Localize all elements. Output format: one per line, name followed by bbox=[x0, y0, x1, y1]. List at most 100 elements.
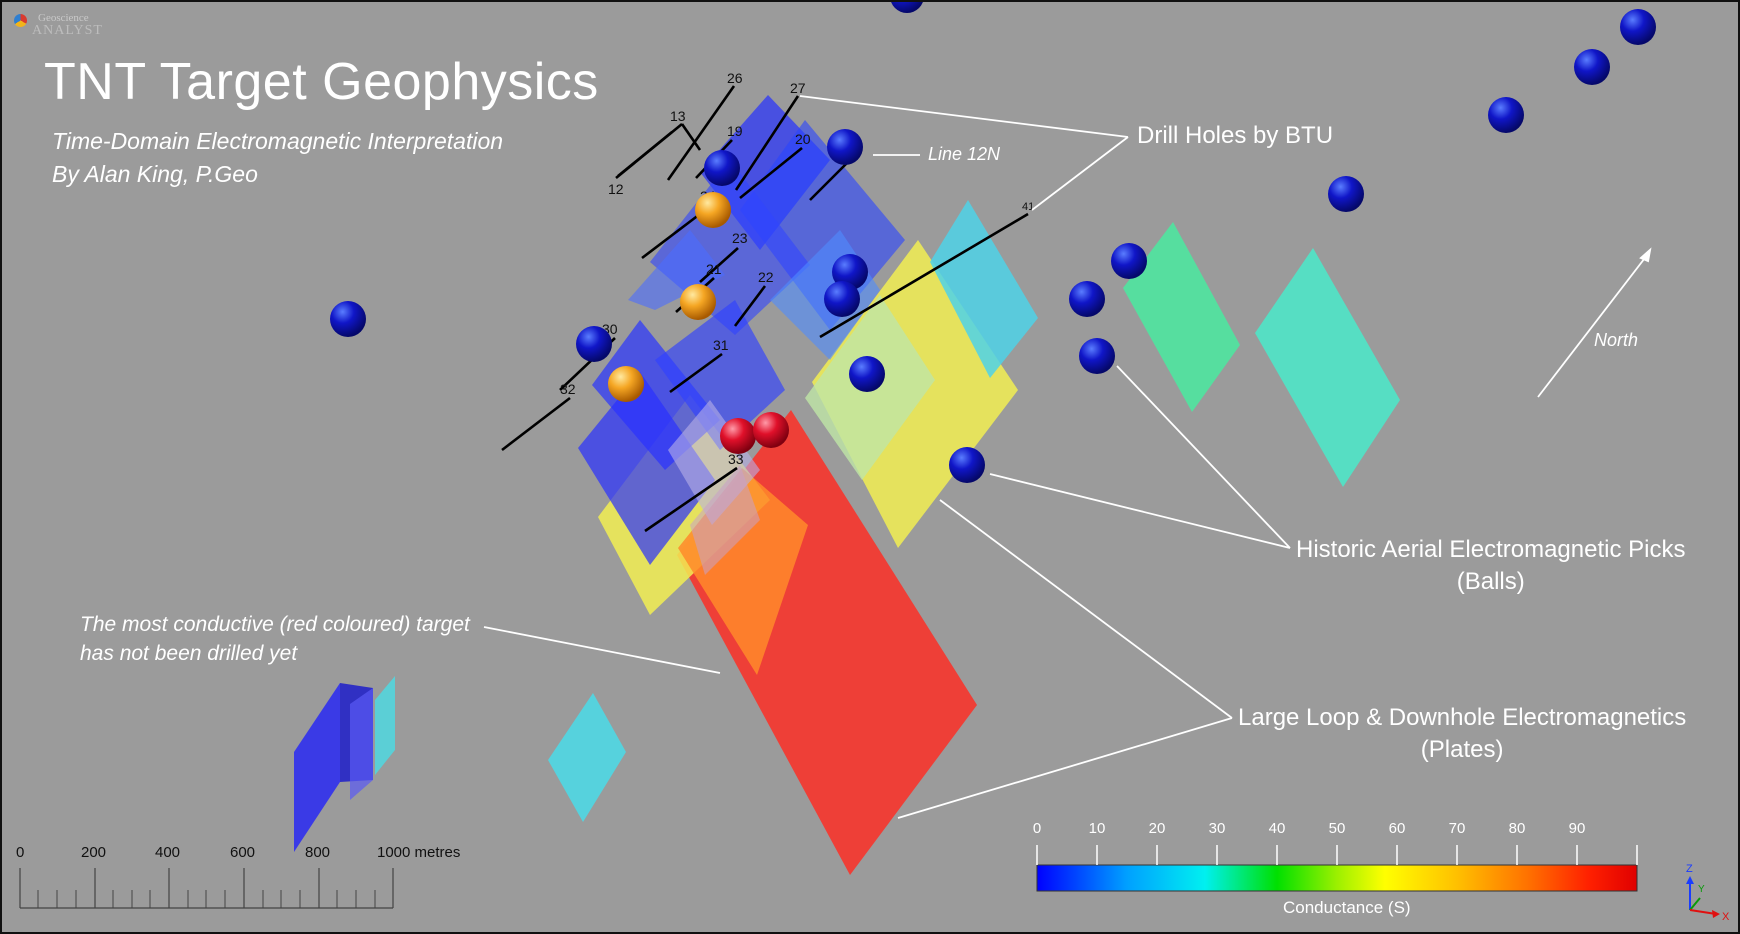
drill-label-21: 21 bbox=[706, 261, 722, 277]
aem-ball-orange[interactable] bbox=[608, 366, 644, 402]
note-line1: The most conductive (red coloured) targe… bbox=[80, 613, 470, 636]
scale-label: 600 bbox=[230, 844, 255, 861]
callout-aem-line1: Historic Aerial Electromagnetic Picks bbox=[1296, 536, 1686, 563]
colorbar-tick-label: 40 bbox=[1269, 820, 1286, 837]
aem-ball[interactable] bbox=[1111, 243, 1147, 279]
leader-note bbox=[483, 626, 721, 674]
aem-ball[interactable] bbox=[827, 129, 863, 165]
north-label: North bbox=[1594, 330, 1639, 350]
aem-ball-red[interactable] bbox=[753, 412, 789, 448]
logo-text-line1: Geoscience bbox=[38, 12, 89, 24]
scale-label: 1000 metres bbox=[377, 844, 460, 861]
aem-ball-orange[interactable] bbox=[695, 192, 731, 228]
plate-lavender-2[interactable] bbox=[690, 465, 760, 575]
callout-leaders bbox=[483, 95, 1652, 819]
logo-mark-icon bbox=[14, 14, 27, 27]
leader-drill-2 bbox=[1031, 136, 1129, 211]
colorbar-tick-label: 90 bbox=[1569, 820, 1586, 837]
author-line: By Alan King, P.Geo bbox=[52, 161, 258, 187]
drill-hole-33[interactable] bbox=[644, 466, 738, 533]
aem-ball[interactable] bbox=[1620, 9, 1656, 45]
drill-hole-24[interactable] bbox=[641, 212, 701, 260]
drill-hole-12[interactable] bbox=[617, 130, 673, 178]
colorbar-tick-label: 70 bbox=[1449, 820, 1466, 837]
leader-plates-1 bbox=[939, 499, 1233, 719]
callout-drill-holes: Drill Holes by BTU bbox=[1137, 122, 1334, 149]
drill-label-20: 20 bbox=[795, 131, 811, 147]
drill-hole-41[interactable] bbox=[819, 212, 1029, 339]
drill-hole-13b[interactable] bbox=[680, 123, 702, 151]
colorbar-labels: 0 10 20 30 40 50 60 70 80 90 bbox=[1033, 820, 1586, 837]
axis-triad-icon[interactable]: Z Y X bbox=[1676, 862, 1732, 922]
plate-blue-6[interactable] bbox=[578, 372, 715, 565]
colorbar bbox=[1036, 845, 1638, 892]
plate-cyan-1[interactable] bbox=[930, 200, 1038, 378]
aem-ball[interactable] bbox=[1328, 176, 1364, 212]
aem-ball[interactable] bbox=[1574, 49, 1610, 85]
callout-aem-line2: (Balls) bbox=[1456, 568, 1525, 595]
drill-label-32: 32 bbox=[560, 381, 576, 397]
drill-label-23: 23 bbox=[732, 230, 748, 246]
drill-hole-22[interactable] bbox=[733, 285, 767, 327]
colorbar-tick-label: 50 bbox=[1329, 820, 1346, 837]
drill-hole-27[interactable] bbox=[734, 95, 800, 191]
callout-plates-line2: (Plates) bbox=[1420, 736, 1504, 763]
plate-blue-4[interactable] bbox=[628, 230, 725, 310]
drill-label-41: 41 bbox=[1022, 201, 1034, 213]
drill-label-27: 27 bbox=[790, 80, 806, 96]
colorbar-tick-label: 10 bbox=[1089, 820, 1106, 837]
aem-ball[interactable] bbox=[890, 0, 924, 13]
aem-ball[interactable] bbox=[330, 301, 366, 337]
drill-hole-32[interactable] bbox=[501, 396, 571, 452]
aem-ball-orange[interactable] bbox=[680, 284, 716, 320]
colorbar-tick-label: 20 bbox=[1149, 820, 1166, 837]
drill-label-12: 12 bbox=[608, 181, 624, 197]
block-model[interactable] bbox=[294, 676, 395, 852]
aem-ball[interactable] bbox=[1488, 97, 1524, 133]
drill-hole-26[interactable] bbox=[666, 85, 736, 181]
leader-drill-1 bbox=[799, 95, 1129, 138]
scale-bar-labels: 0 200 400 600 800 1000 metres bbox=[16, 844, 460, 861]
colorbar-title: Conductance (S) bbox=[1283, 898, 1411, 917]
aem-ball[interactable] bbox=[849, 356, 885, 392]
drill-hole-23[interactable] bbox=[699, 247, 739, 283]
aem-ball[interactable] bbox=[704, 150, 740, 186]
scale-bar bbox=[19, 868, 394, 909]
plate-blue-7[interactable] bbox=[655, 300, 785, 450]
aem-ball[interactable] bbox=[949, 447, 985, 483]
leader-aem-2 bbox=[1116, 365, 1291, 549]
block-cyan-face bbox=[375, 676, 395, 775]
leader-plates-2 bbox=[897, 717, 1233, 819]
aem-ball[interactable] bbox=[832, 254, 868, 290]
aem-ball[interactable] bbox=[1079, 338, 1115, 374]
aem-ball[interactable] bbox=[824, 281, 860, 317]
aem-ball[interactable] bbox=[1069, 281, 1105, 317]
scale-label: 400 bbox=[155, 844, 180, 861]
scale-label: 0 bbox=[16, 844, 24, 861]
drill-label-33: 33 bbox=[728, 451, 744, 467]
callout-aem-picks: Historic Aerial Electromagnetic Picks (B… bbox=[1296, 534, 1685, 598]
aem-ball-red[interactable] bbox=[720, 418, 756, 454]
callout-plates-line1: Large Loop & Downhole Electromagnetics bbox=[1238, 704, 1687, 731]
plate-green[interactable] bbox=[1123, 222, 1240, 412]
note-line2: has not been drilled yet bbox=[80, 642, 298, 665]
north-arrow-shaft bbox=[1537, 253, 1649, 398]
drill-hole-31[interactable] bbox=[669, 352, 723, 394]
aem-ball[interactable] bbox=[576, 326, 612, 362]
colorbar-tick-label: 0 bbox=[1033, 820, 1041, 837]
app-logo: Geoscience ANALYST bbox=[12, 12, 102, 38]
north-arrow-head bbox=[1639, 247, 1652, 263]
plate-cyan-2[interactable] bbox=[548, 693, 626, 822]
scale-label: 200 bbox=[81, 844, 106, 861]
drill-label-22: 22 bbox=[758, 269, 774, 285]
leader-aem-1 bbox=[989, 473, 1291, 549]
colorbar-tick-label: 80 bbox=[1509, 820, 1526, 837]
drill-hole-20[interactable] bbox=[739, 146, 803, 200]
page-title: TNT Target Geophysics bbox=[44, 53, 599, 111]
colorbar-tick-label: 30 bbox=[1209, 820, 1226, 837]
logo-text-line2: ANALYST bbox=[32, 23, 103, 38]
plate-teal[interactable] bbox=[1255, 248, 1400, 487]
axis-z-label: Z bbox=[1686, 863, 1693, 875]
